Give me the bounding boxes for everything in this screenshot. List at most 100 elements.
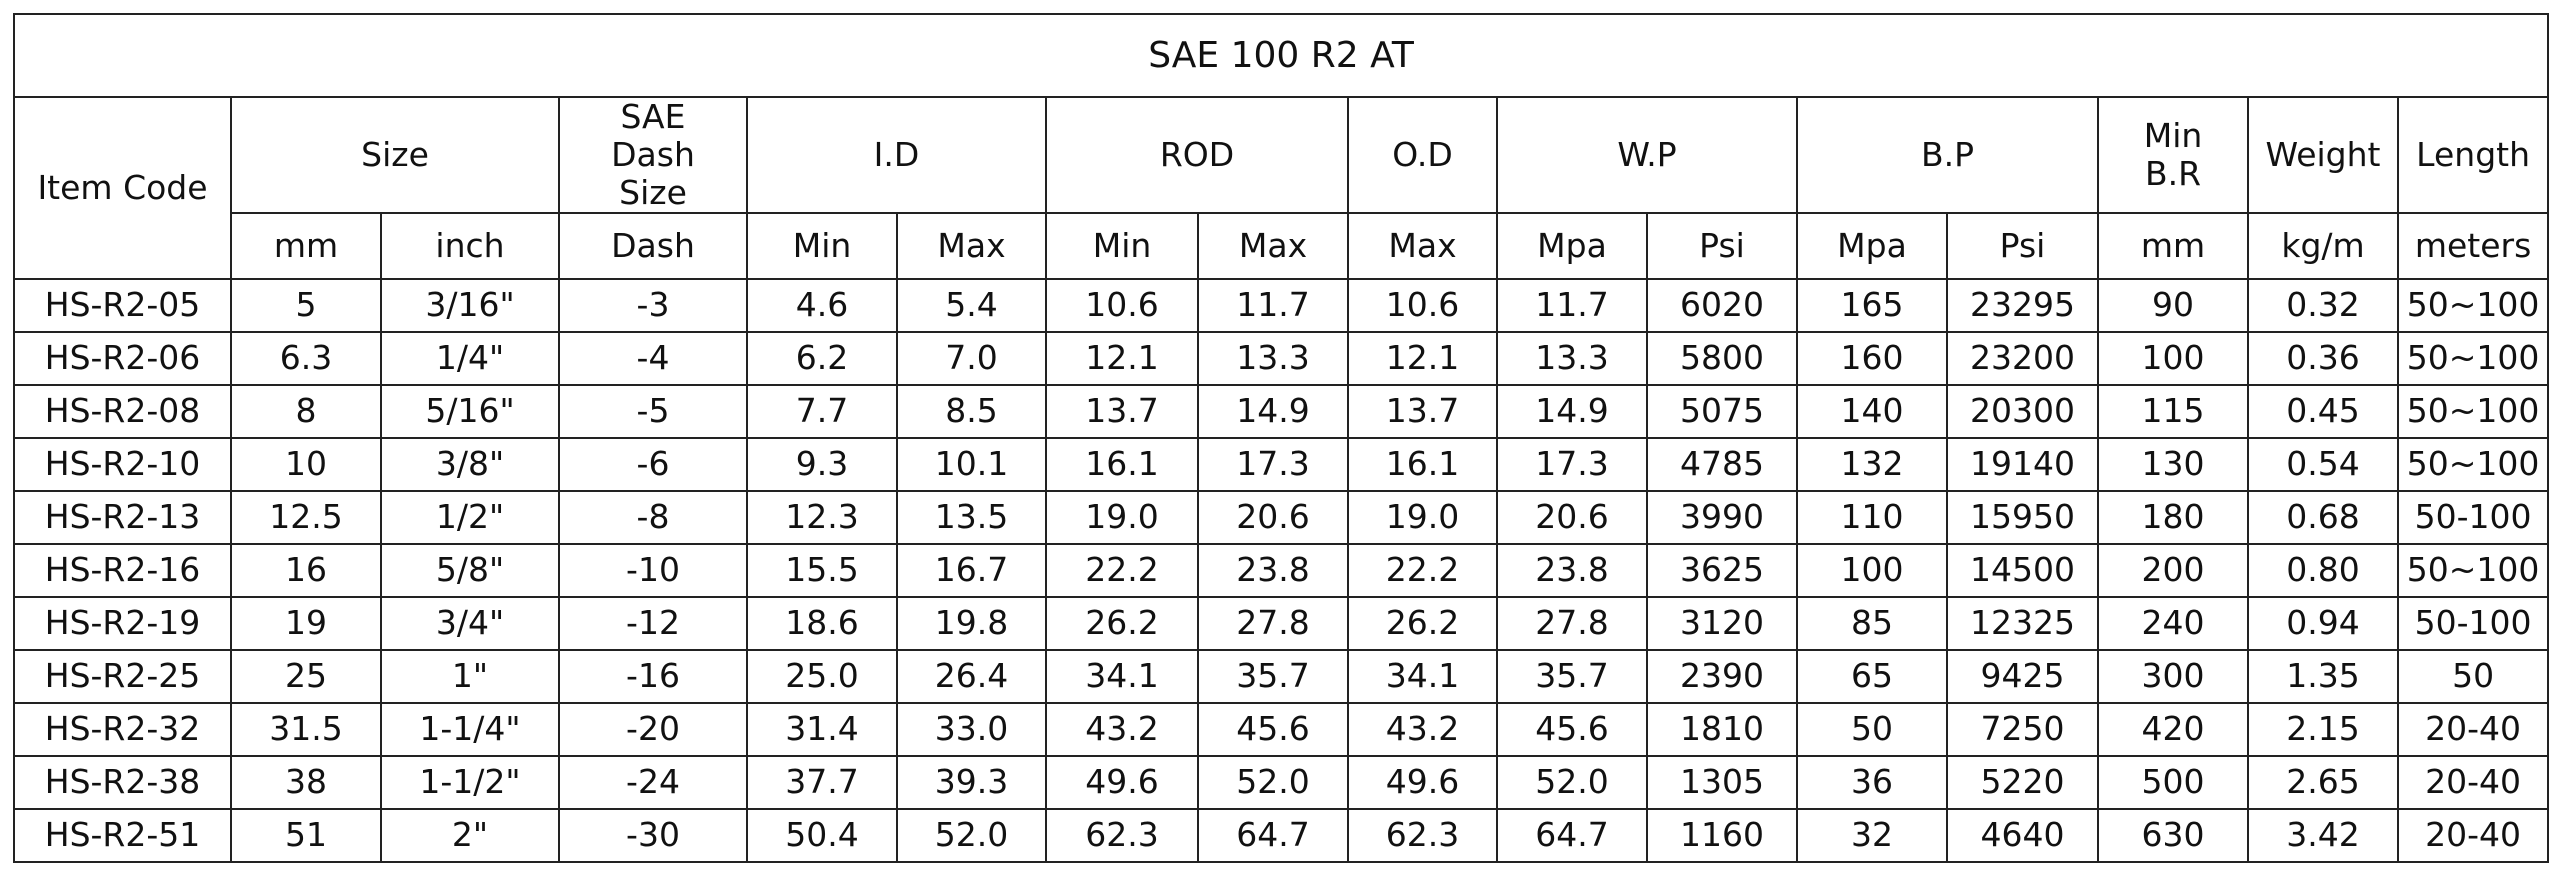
cell: 3625 (1646, 542, 1798, 598)
cell: 27.8 (1496, 595, 1648, 651)
column-subheader: inch (380, 211, 560, 280)
cell: 500 (2097, 754, 2249, 810)
cell: 1" (380, 648, 560, 704)
cell: 13.7 (1347, 383, 1498, 439)
data-row: HS-R2-19 19 3/4" -12 18.6 19.8 26.2 27.8 26.2 27.… (13, 595, 2550, 651)
column-subheader: mm (2097, 211, 2249, 280)
cell: 62.3 (1045, 807, 1199, 863)
cell: 7.7 (746, 383, 898, 439)
cell: 7.0 (896, 330, 1047, 386)
cell: 19140 (1946, 436, 2099, 492)
cell: 50-100 (2396, 489, 2550, 545)
cell: 23.8 (1496, 542, 1648, 598)
cell: 0.80 (2247, 542, 2399, 598)
column-header-text: SAE Dash Size (611, 97, 695, 212)
column-subheader: Mpa (1496, 211, 1648, 280)
cell: 62.3 (1347, 807, 1498, 863)
cell: 20.6 (1496, 489, 1648, 545)
cell: 64.7 (1197, 807, 1349, 863)
cell: 50 (1796, 701, 1948, 757)
cell: 4.6 (746, 277, 898, 333)
cell: 20-40 (2396, 701, 2550, 757)
column-header: W.P (1496, 96, 1798, 214)
cell: 8 (230, 383, 382, 439)
cell: 20300 (1946, 383, 2099, 439)
cell: -30 (558, 807, 748, 863)
spec-table: SAE 100 R2 AT Item Code Size SAE Dash Size I… (12, 13, 2550, 863)
cell: 8.5 (896, 383, 1047, 439)
cell: 4785 (1646, 436, 1798, 492)
subheader-row: mm inch Dash Min Max Min Max Max Mpa Psi Mpa Psi mm k… (14, 211, 2550, 280)
item-code: HS-R2-19 (13, 595, 232, 651)
data-row: HS-R2-06 6.3 1/4" -4 6.2 7.0 12.1 13.3 12.1 13.3 5… (13, 330, 2550, 386)
cell: 33.0 (896, 701, 1047, 757)
column-subheader: meters (2396, 211, 2550, 280)
cell: 50~100 (2396, 542, 2550, 598)
cell: 35.7 (1496, 648, 1648, 704)
cell: 16.7 (896, 542, 1047, 598)
item-code: HS-R2-06 (13, 330, 232, 386)
cell: 200 (2097, 542, 2249, 598)
cell: 4640 (1946, 807, 2099, 863)
cell: 1.35 (2247, 648, 2399, 704)
cell: 19 (230, 595, 382, 651)
column-subheader: mm (230, 211, 382, 280)
item-code: HS-R2-08 (13, 383, 232, 439)
cell: 5/16" (380, 383, 560, 439)
cell: 45.6 (1496, 701, 1648, 757)
cell: 26.4 (896, 648, 1047, 704)
cell: 85 (1796, 595, 1948, 651)
cell: 100 (2097, 330, 2249, 386)
cell: 10.1 (896, 436, 1047, 492)
cell: 11.7 (1197, 277, 1349, 333)
cell: 35.7 (1197, 648, 1349, 704)
cell: 5220 (1946, 754, 2099, 810)
cell: 5800 (1646, 330, 1798, 386)
cell: 45.6 (1197, 701, 1349, 757)
cell: 23200 (1946, 330, 2099, 386)
cell: 240 (2097, 595, 2249, 651)
cell: 10 (230, 436, 382, 492)
data-row: HS-R2-08 8 5/16" -5 7.7 8.5 13.7 14.9 13.7 14.9 50… (13, 383, 2550, 439)
data-row: HS-R2-25 25 1" -16 25.0 26.4 34.1 35.7 34.1 35.7 2… (13, 648, 2550, 704)
cell: 13.7 (1045, 383, 1199, 439)
cell: 17.3 (1197, 436, 1349, 492)
cell: -10 (558, 542, 748, 598)
cell: 7250 (1946, 701, 2099, 757)
cell: 13.3 (1197, 330, 1349, 386)
cell: 18.6 (746, 595, 898, 651)
column-header: SAE Dash Size (558, 96, 748, 214)
cell: 0.32 (2247, 277, 2399, 333)
cell: 15.5 (746, 542, 898, 598)
column-header: O.D (1347, 96, 1498, 214)
cell: 65 (1796, 648, 1948, 704)
cell: -6 (558, 436, 748, 492)
cell: 22.2 (1045, 542, 1199, 598)
cell: 12.5 (230, 489, 382, 545)
cell: 9.3 (746, 436, 898, 492)
cell: 52.0 (896, 807, 1047, 863)
cell: -4 (558, 330, 748, 386)
cell: 12.1 (1347, 330, 1498, 386)
cell: 3/4" (380, 595, 560, 651)
column-header: Size (230, 96, 560, 214)
cell: 34.1 (1347, 648, 1498, 704)
data-row: HS-R2-32 31.5 1-1/4" -20 31.4 33.0 43.2 45.6 43.… (13, 701, 2550, 757)
cell: 2" (380, 807, 560, 863)
cell: 1810 (1646, 701, 1798, 757)
cell: 19.0 (1347, 489, 1498, 545)
cell: 14.9 (1197, 383, 1349, 439)
column-subheader: Max (1347, 211, 1498, 280)
cell: 50~100 (2396, 436, 2550, 492)
cell: 43.2 (1045, 701, 1199, 757)
cell: 5/8" (380, 542, 560, 598)
column-subheader: Psi (1646, 211, 1798, 280)
item-code: HS-R2-32 (13, 701, 232, 757)
cell: 3990 (1646, 489, 1798, 545)
cell: 165 (1796, 277, 1948, 333)
cell: 115 (2097, 383, 2249, 439)
column-subheader: Psi (1946, 211, 2099, 280)
cell: 6.3 (230, 330, 382, 386)
cell: 20.6 (1197, 489, 1349, 545)
